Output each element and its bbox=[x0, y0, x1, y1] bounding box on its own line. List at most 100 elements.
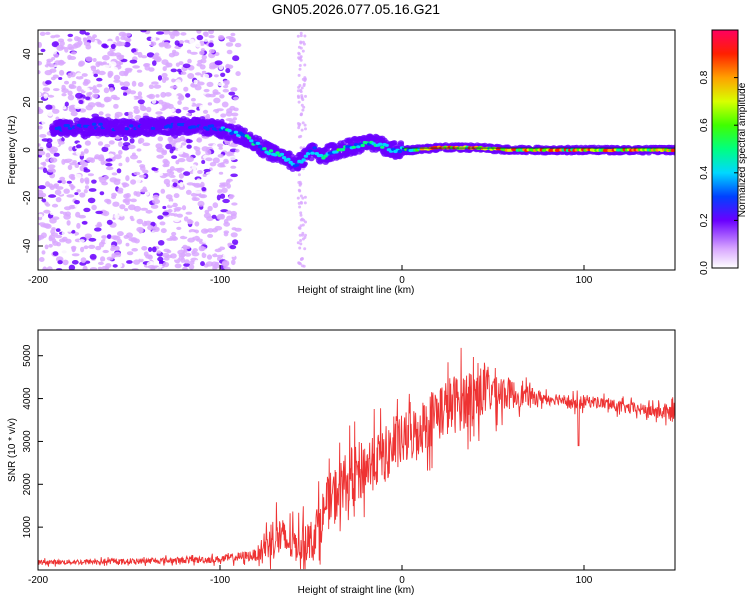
noise-blob bbox=[169, 174, 176, 178]
signal-core bbox=[98, 122, 103, 126]
noise-blob bbox=[218, 64, 224, 70]
noise-blob bbox=[216, 254, 224, 258]
noise-blob bbox=[84, 32, 90, 36]
noise-blob bbox=[186, 112, 192, 117]
noise-blob bbox=[109, 213, 114, 219]
noise-blob bbox=[230, 210, 237, 217]
signal-core bbox=[209, 124, 215, 128]
noise-blob bbox=[62, 259, 69, 266]
noise-blob bbox=[83, 87, 90, 92]
noise-blob bbox=[156, 250, 162, 254]
noise-blob bbox=[76, 222, 81, 229]
noise-blob bbox=[217, 35, 225, 40]
noise-blob bbox=[183, 233, 191, 237]
noise-blob bbox=[171, 231, 177, 236]
noise-blob bbox=[212, 144, 217, 149]
noise-blob bbox=[303, 236, 307, 239]
noise-blob bbox=[117, 231, 124, 237]
noise-blob bbox=[129, 95, 135, 101]
noise-blob bbox=[108, 140, 115, 145]
noise-blob bbox=[303, 63, 307, 67]
noise-blob bbox=[45, 158, 50, 163]
noise-blob bbox=[207, 205, 213, 212]
noise-blob bbox=[40, 54, 48, 58]
noise-blob bbox=[146, 52, 155, 58]
noise-blob bbox=[119, 81, 124, 86]
noise-blob bbox=[127, 144, 136, 150]
noise-blob bbox=[163, 248, 170, 253]
noise-blob bbox=[110, 244, 116, 250]
noise-blob bbox=[161, 59, 169, 65]
x-tick: -100 bbox=[210, 265, 230, 286]
noise-blob bbox=[225, 210, 232, 215]
noise-blob bbox=[161, 72, 168, 78]
noise-blob bbox=[140, 106, 147, 112]
noise-blob bbox=[47, 94, 55, 98]
noise-blob bbox=[61, 105, 67, 110]
noise-blob bbox=[296, 89, 300, 93]
noise-blob bbox=[172, 51, 180, 57]
noise-blob bbox=[191, 164, 197, 171]
noise-blob bbox=[152, 198, 161, 205]
noise-blob bbox=[106, 219, 113, 225]
noise-blob bbox=[163, 178, 171, 185]
noise-blob bbox=[116, 168, 122, 174]
noise-blob bbox=[156, 154, 164, 159]
noise-blob bbox=[304, 127, 307, 131]
noise-blob bbox=[199, 104, 206, 111]
noise-blob bbox=[221, 260, 230, 266]
noise-blob bbox=[49, 68, 57, 73]
x-tick-label: 100 bbox=[576, 275, 593, 286]
noise-blob bbox=[225, 42, 234, 47]
noise-blob bbox=[114, 206, 119, 212]
snr-plot: -200 -100 0 100 1000 2000 3000 4000 5000 Height… bbox=[7, 329, 676, 596]
noise-blob bbox=[297, 188, 301, 192]
signal-core bbox=[227, 129, 232, 133]
noise-blob bbox=[61, 93, 67, 97]
x-tick-label: -100 bbox=[210, 275, 230, 286]
noise-blob bbox=[114, 111, 123, 117]
noise-blob bbox=[301, 98, 305, 102]
noise-blob bbox=[140, 207, 149, 211]
noise-blob bbox=[125, 175, 130, 182]
noise-blob bbox=[147, 225, 154, 231]
noise-blob bbox=[52, 224, 61, 229]
noise-blob bbox=[91, 179, 97, 184]
noise-blob bbox=[123, 92, 128, 96]
noise-blob bbox=[169, 85, 178, 89]
signal-core bbox=[236, 133, 241, 137]
noise-blob bbox=[75, 151, 81, 156]
noise-blob bbox=[157, 168, 165, 172]
noise-blob bbox=[188, 264, 195, 270]
noise-blob bbox=[184, 259, 190, 264]
noise-blob bbox=[299, 34, 303, 38]
noise-blob bbox=[94, 227, 102, 232]
noise-blob bbox=[107, 50, 115, 57]
noise-blob bbox=[181, 142, 187, 146]
noise-blob bbox=[225, 79, 230, 85]
noise-blob bbox=[160, 228, 167, 234]
y-tick: 5000 bbox=[22, 344, 43, 367]
noise-blob bbox=[68, 146, 73, 152]
noise-blob bbox=[212, 182, 221, 188]
noise-blob bbox=[163, 257, 170, 261]
noise-blob bbox=[232, 117, 237, 121]
noise-blob bbox=[61, 231, 68, 236]
colorbar-tick: 0.2 bbox=[699, 213, 738, 227]
noise-blob bbox=[193, 79, 198, 85]
noise-blob bbox=[301, 49, 305, 53]
noise-blob bbox=[66, 227, 73, 232]
noise-blob bbox=[45, 152, 51, 158]
noise-blob bbox=[76, 72, 82, 77]
noise-blob bbox=[187, 237, 195, 243]
x-tick-label: 100 bbox=[576, 575, 593, 586]
x-tick: 0 bbox=[399, 565, 405, 586]
noise-blob bbox=[83, 189, 88, 194]
noise-blob bbox=[134, 223, 139, 227]
noise-blob bbox=[145, 209, 153, 214]
signal-core bbox=[356, 145, 361, 149]
noise-blob bbox=[164, 92, 172, 97]
noise-blob bbox=[174, 40, 180, 46]
chart-title: GN05.2026.077.05.16.G21 bbox=[272, 1, 440, 17]
noise-blob bbox=[178, 61, 184, 66]
